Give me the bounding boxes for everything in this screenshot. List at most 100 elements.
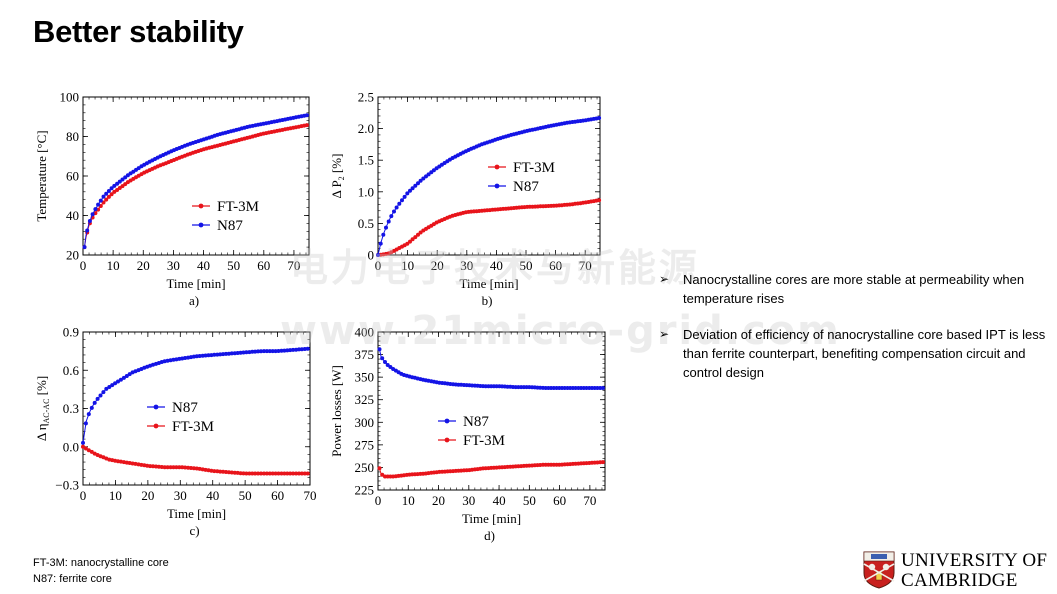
data-point bbox=[165, 358, 170, 363]
y-tick-label: 80 bbox=[66, 129, 79, 144]
data-point bbox=[381, 232, 386, 237]
data-point bbox=[264, 471, 269, 476]
bullet-text: Nanocrystalline cores are more stable at… bbox=[683, 272, 1025, 306]
data-point bbox=[241, 471, 246, 476]
data-point bbox=[250, 349, 255, 354]
data-point bbox=[241, 350, 246, 355]
data-point bbox=[235, 351, 240, 355]
data-point bbox=[408, 188, 412, 193]
data-point bbox=[297, 471, 301, 476]
university-name: UNIVERSITY OF CAMBRIDGE bbox=[901, 550, 1048, 591]
legend-label: N87 bbox=[463, 414, 489, 430]
data-point bbox=[180, 465, 185, 470]
data-point bbox=[145, 463, 150, 468]
x-tick-label: 20 bbox=[431, 258, 444, 273]
data-point bbox=[405, 241, 410, 246]
series-ft-3m bbox=[81, 444, 310, 476]
data-point bbox=[562, 462, 567, 467]
series-ft-3m bbox=[376, 198, 602, 257]
y-tick-label: 100 bbox=[60, 90, 80, 105]
data-point bbox=[83, 446, 88, 451]
data-point bbox=[247, 471, 252, 476]
y-axis-label: Power losses [W] bbox=[329, 365, 344, 457]
data-point bbox=[302, 347, 307, 351]
series-ft-3m bbox=[377, 460, 606, 479]
x-tick-label: 70 bbox=[287, 258, 300, 273]
data-point bbox=[116, 379, 120, 384]
footnote-n87: N87: ferrite core bbox=[33, 573, 112, 585]
x-tick-label: 60 bbox=[549, 258, 562, 273]
legend-marker bbox=[153, 404, 159, 410]
data-point bbox=[168, 465, 173, 470]
data-point bbox=[273, 349, 278, 354]
data-point bbox=[262, 349, 266, 354]
arrow-bullet-icon: ➢ bbox=[659, 272, 670, 286]
data-point bbox=[226, 351, 231, 356]
data-point bbox=[259, 471, 263, 476]
data-point bbox=[81, 444, 85, 449]
x-tick-label: 0 bbox=[80, 258, 87, 273]
data-point bbox=[174, 465, 179, 470]
data-point bbox=[93, 207, 98, 212]
plot-frame bbox=[377, 96, 601, 256]
data-point bbox=[299, 471, 304, 476]
data-point bbox=[89, 405, 94, 410]
x-tick-label: 50 bbox=[239, 488, 252, 503]
data-point bbox=[470, 383, 475, 388]
data-point bbox=[229, 470, 234, 475]
chart-caption: d) bbox=[484, 528, 495, 543]
data-point bbox=[215, 352, 220, 357]
x-tick-label: 10 bbox=[107, 258, 120, 273]
data-point bbox=[203, 353, 208, 358]
chart-power-losses: 0 10 20 30 40 50 60 70 225 250 275 300 325 350 375 400 T… bbox=[329, 325, 606, 543]
data-point bbox=[270, 471, 275, 476]
y-axis-label: Temperature [°C] bbox=[34, 130, 49, 221]
data-point bbox=[448, 469, 453, 474]
data-point bbox=[377, 347, 382, 352]
data-point bbox=[113, 381, 118, 386]
x-tick-label: 20 bbox=[137, 258, 150, 273]
legend-entry: FT-3M bbox=[488, 160, 555, 176]
data-point bbox=[96, 202, 101, 207]
legend-entry: N87 bbox=[438, 414, 489, 430]
x-tick-label: 70 bbox=[304, 488, 317, 503]
data-point bbox=[86, 412, 91, 417]
series-n87 bbox=[82, 113, 310, 250]
data-point bbox=[410, 237, 415, 242]
cambridge-crest-icon bbox=[863, 551, 895, 589]
data-point bbox=[256, 349, 261, 354]
legend-label: FT-3M bbox=[463, 433, 505, 449]
data-point bbox=[104, 191, 109, 196]
data-point bbox=[600, 460, 605, 465]
legend-marker bbox=[198, 222, 204, 228]
legend-marker bbox=[198, 203, 204, 209]
data-point bbox=[177, 465, 182, 470]
legend-entry: FT-3M bbox=[147, 419, 214, 435]
data-point bbox=[253, 471, 258, 476]
x-axis-label: Time [min] bbox=[167, 506, 226, 521]
y-tick-label: 250 bbox=[355, 460, 375, 475]
data-point bbox=[235, 470, 240, 475]
data-point bbox=[154, 464, 158, 469]
data-point bbox=[127, 372, 132, 377]
data-point bbox=[383, 360, 387, 364]
university-logo: UNIVERSITY OF CAMBRIDGE bbox=[863, 551, 1047, 591]
x-tick-label: 30 bbox=[460, 258, 473, 273]
data-point bbox=[386, 219, 391, 224]
data-point bbox=[221, 352, 226, 357]
data-point bbox=[95, 396, 100, 401]
data-point bbox=[197, 466, 202, 471]
data-point bbox=[106, 189, 111, 193]
data-point bbox=[516, 385, 521, 390]
x-tick-label: 60 bbox=[271, 488, 284, 503]
data-point bbox=[159, 465, 164, 469]
data-point bbox=[282, 348, 287, 353]
data-point bbox=[209, 353, 214, 358]
data-point bbox=[151, 362, 155, 367]
data-point bbox=[183, 465, 188, 470]
legend-label: N87 bbox=[217, 218, 243, 234]
data-point bbox=[304, 123, 309, 128]
x-tick-label: 30 bbox=[462, 493, 475, 508]
data-point bbox=[402, 194, 407, 199]
series-n87 bbox=[81, 346, 311, 445]
